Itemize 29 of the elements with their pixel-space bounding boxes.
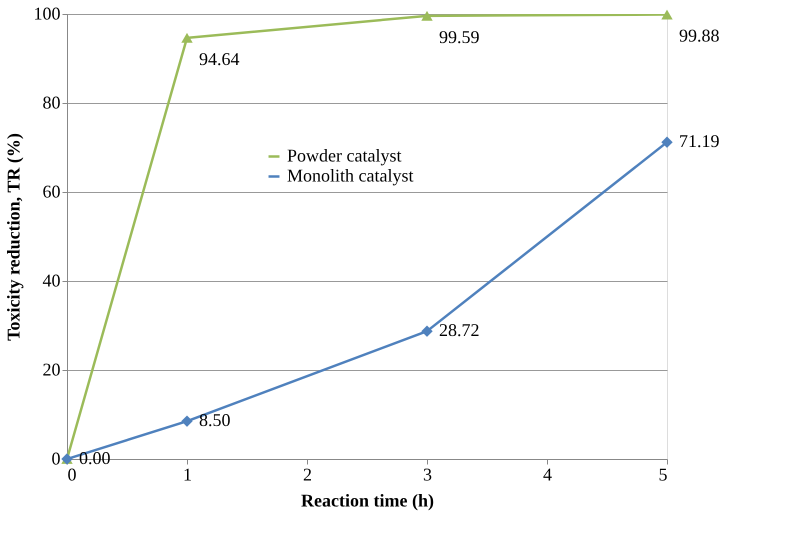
y-tick-label: 60 (42, 182, 60, 202)
x-tick-label: 4 (543, 464, 552, 484)
y-tick-label: 40 (42, 270, 60, 290)
data-label: 0.00 (79, 448, 110, 468)
y-tick-label: 20 (42, 360, 60, 380)
x-axis-title: Reaction time (h) (301, 490, 434, 510)
point (181, 415, 193, 427)
point (421, 325, 433, 337)
x-tick-label: 2 (303, 464, 312, 484)
data-label: 71.19 (679, 131, 720, 152)
point (421, 10, 433, 21)
x-tick-label: 5 (658, 464, 668, 484)
point (181, 32, 193, 43)
x-tick-label: 3 (423, 464, 432, 484)
data-label: 99.59 (439, 26, 480, 47)
data-label: 94.64 (199, 48, 240, 69)
y-tick-label: 80 (42, 92, 60, 112)
x-tick-label: 1 (183, 464, 192, 484)
data-label: 99.88 (679, 26, 720, 46)
y-tick-label: 0 (52, 448, 60, 468)
x-tick-label: 0 (68, 464, 76, 484)
y-axis-title: Toxicity reduction, TR (%) (4, 133, 24, 341)
y-tick-label: 100 (34, 4, 60, 24)
point (661, 10, 673, 20)
data-label: 28.72 (439, 320, 480, 340)
legend-label: Monolith catalyst (287, 166, 414, 186)
point (661, 136, 673, 148)
data-label: 8.50 (199, 410, 230, 430)
legend-label: Powder catalyst (287, 146, 402, 166)
